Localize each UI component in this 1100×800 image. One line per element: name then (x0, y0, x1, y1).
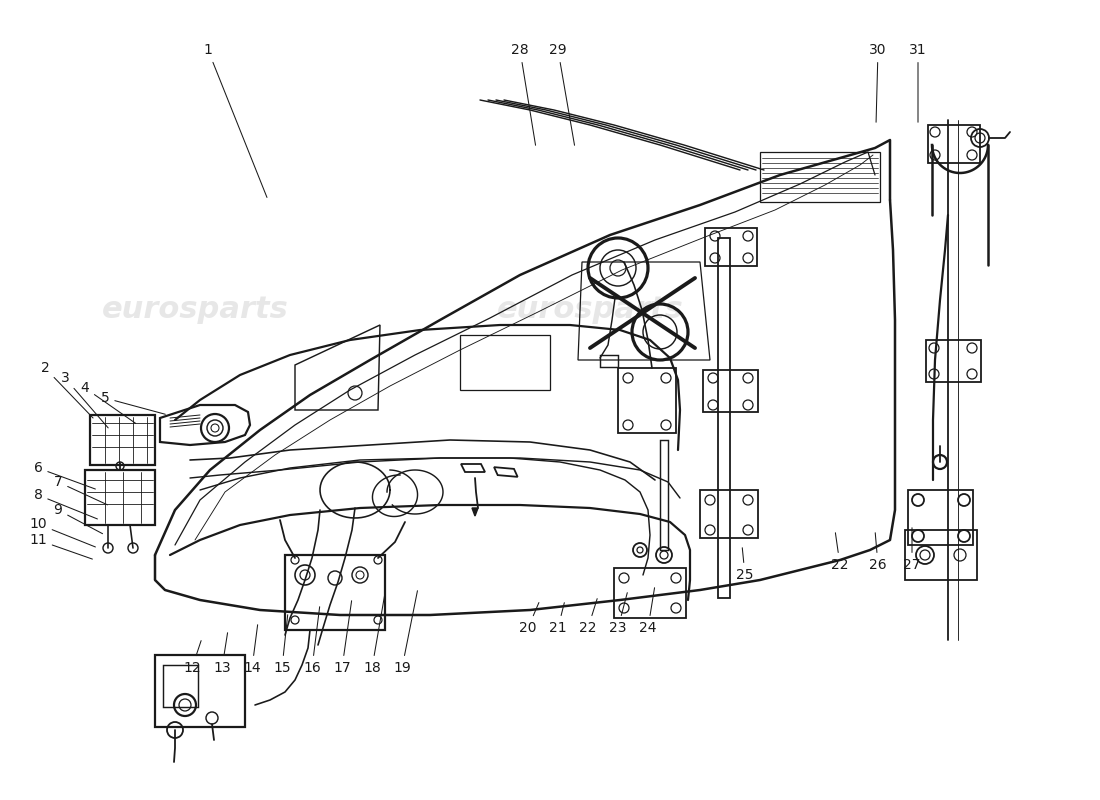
Text: 4: 4 (80, 381, 135, 423)
Text: 27: 27 (903, 528, 921, 572)
Text: 10: 10 (30, 517, 96, 547)
Text: 9: 9 (54, 503, 102, 534)
Bar (905, 530, 977, 580)
Text: 24: 24 (639, 588, 657, 635)
Bar (285, 555, 385, 630)
Text: 22: 22 (580, 598, 597, 635)
Bar (926, 340, 981, 382)
Bar (700, 490, 758, 538)
Bar (155, 655, 245, 727)
Bar (90, 415, 155, 465)
Text: 25: 25 (736, 548, 754, 582)
Text: 21: 21 (549, 602, 566, 635)
Bar (163, 665, 198, 707)
Bar (908, 490, 974, 545)
Bar (928, 125, 980, 163)
Polygon shape (472, 508, 478, 516)
Text: 30: 30 (869, 43, 887, 122)
Text: 19: 19 (393, 590, 418, 675)
Text: 11: 11 (29, 533, 92, 559)
Text: 12: 12 (184, 641, 201, 675)
Text: 13: 13 (213, 633, 231, 675)
Text: 15: 15 (273, 614, 290, 675)
Text: 17: 17 (333, 601, 352, 675)
Text: 31: 31 (910, 43, 927, 122)
Text: 22: 22 (832, 533, 849, 572)
Text: 2: 2 (41, 361, 94, 418)
Bar (600, 355, 618, 367)
Text: eurosparts: eurosparts (496, 295, 683, 325)
Text: 18: 18 (363, 596, 385, 675)
Text: 6: 6 (34, 461, 96, 489)
Bar (705, 228, 757, 266)
Bar (660, 440, 668, 550)
Bar (614, 568, 686, 618)
Text: 7: 7 (54, 475, 108, 505)
Text: 20: 20 (519, 602, 539, 635)
Bar (760, 152, 880, 202)
Text: 26: 26 (869, 533, 887, 572)
Text: 3: 3 (60, 371, 108, 428)
Bar (85, 470, 155, 525)
Text: 8: 8 (34, 488, 98, 519)
Text: 23: 23 (609, 593, 627, 635)
Bar (718, 238, 730, 598)
Text: eurosparts: eurosparts (101, 295, 288, 325)
Bar (618, 368, 676, 433)
Bar (703, 370, 758, 412)
Text: 29: 29 (549, 43, 574, 146)
Text: 14: 14 (243, 625, 261, 675)
Text: 1: 1 (204, 43, 267, 198)
Text: 16: 16 (304, 606, 321, 675)
Text: 28: 28 (512, 43, 536, 146)
Bar (460, 335, 550, 390)
Text: 5: 5 (100, 391, 165, 414)
